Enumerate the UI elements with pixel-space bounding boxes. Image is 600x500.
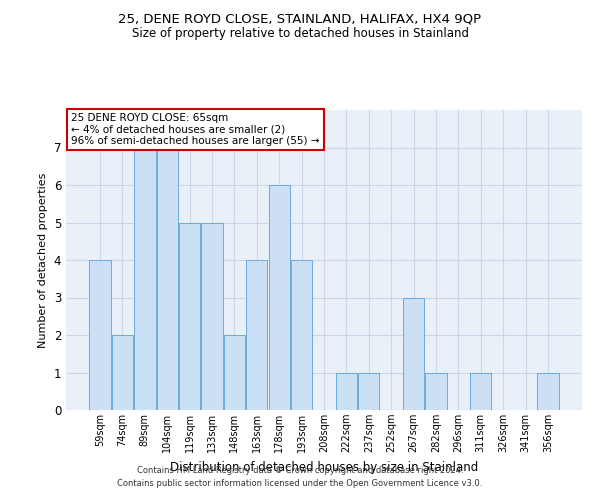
X-axis label: Distribution of detached houses by size in Stainland: Distribution of detached houses by size … — [170, 460, 478, 473]
Text: 25, DENE ROYD CLOSE, STAINLAND, HALIFAX, HX4 9QP: 25, DENE ROYD CLOSE, STAINLAND, HALIFAX,… — [118, 12, 482, 26]
Bar — [470, 372, 491, 410]
Bar — [157, 148, 178, 410]
Bar — [537, 372, 559, 410]
Bar — [269, 185, 290, 410]
Bar — [224, 335, 245, 410]
Bar — [112, 335, 133, 410]
Bar — [291, 260, 312, 410]
Text: Contains HM Land Registry data © Crown copyright and database right 2024.
Contai: Contains HM Land Registry data © Crown c… — [118, 466, 482, 487]
Bar — [425, 372, 446, 410]
Bar — [358, 372, 379, 410]
Text: Size of property relative to detached houses in Stainland: Size of property relative to detached ho… — [131, 28, 469, 40]
Text: 25 DENE ROYD CLOSE: 65sqm
← 4% of detached houses are smaller (2)
96% of semi-de: 25 DENE ROYD CLOSE: 65sqm ← 4% of detach… — [71, 113, 320, 146]
Bar — [246, 260, 268, 410]
Y-axis label: Number of detached properties: Number of detached properties — [38, 172, 48, 348]
Bar — [336, 372, 357, 410]
Bar — [403, 298, 424, 410]
Bar — [89, 260, 111, 410]
Bar — [179, 222, 200, 410]
Bar — [134, 148, 155, 410]
Bar — [202, 222, 223, 410]
